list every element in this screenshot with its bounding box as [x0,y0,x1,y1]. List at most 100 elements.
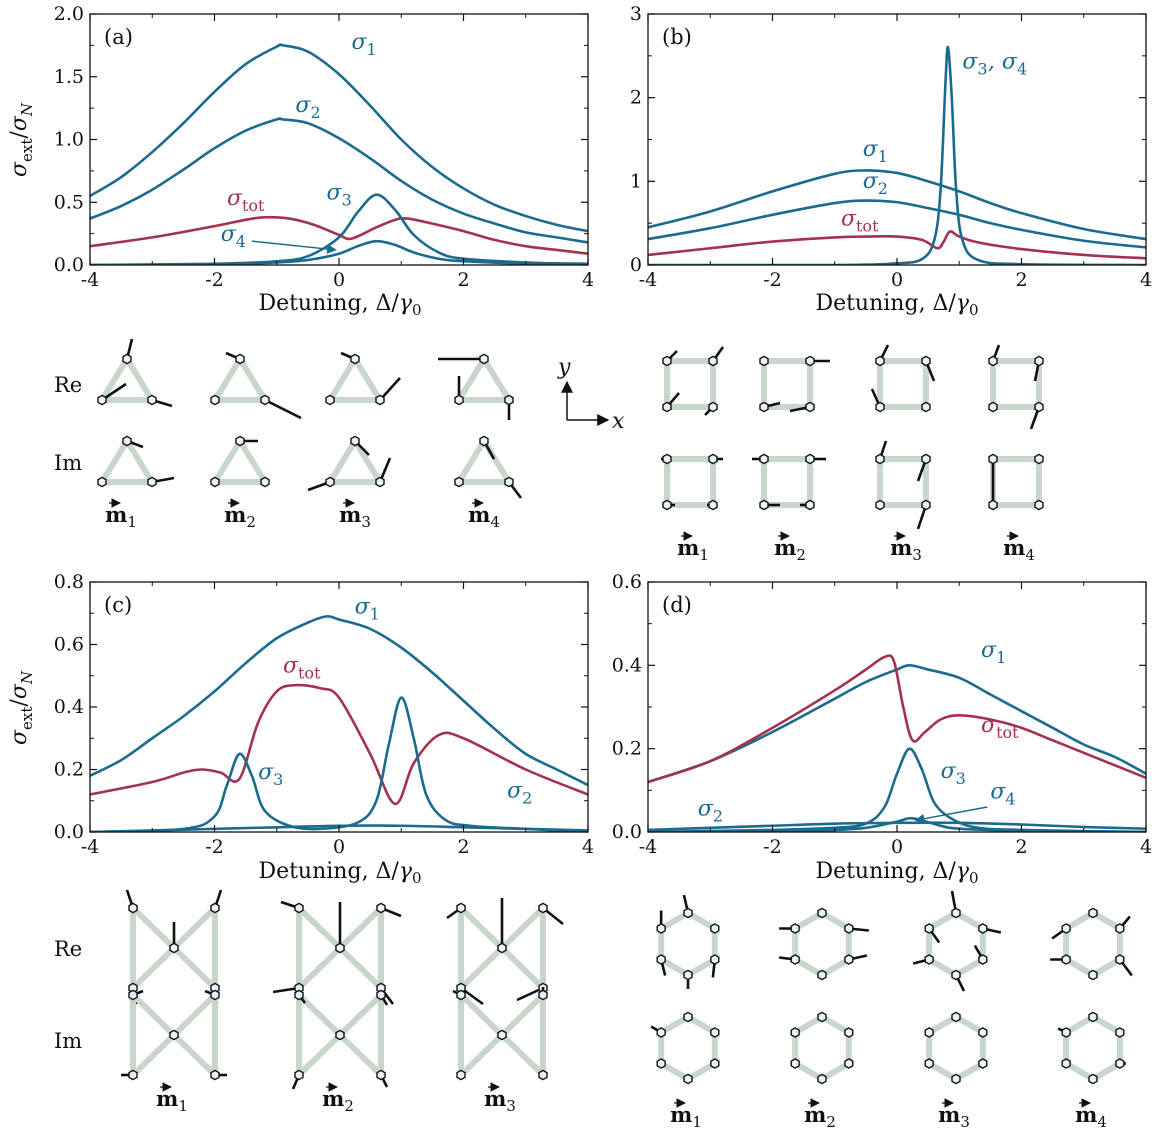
series-b-0 [648,169,1146,241]
xtick-label-b: 4 [1140,269,1152,291]
x-axis-label-b: Detuning, Δ/γ0 [815,291,978,319]
mode-a-re-4 [438,353,514,420]
series-c-0 [90,614,588,787]
mode-c-im-2 [291,989,389,1090]
series-label-a-2: σtot [227,186,265,215]
mode-b-im-1 [661,453,723,511]
ytick-label-b: 0 [630,254,642,276]
mode-label-c-2: m2 [322,1086,354,1115]
sigma4-pointer-a [251,240,337,254]
mode-d-re-2 [778,907,869,981]
xtick-label-d: -4 [639,836,658,858]
mode-c-re-2 [272,900,402,1005]
xtick-label-a: -4 [81,269,100,291]
xtick-label-d: 2 [1015,836,1027,858]
series-label-d-2: σ3 [941,759,966,788]
panel-label-c: (c) [104,593,132,617]
series-b-1 [648,199,1146,249]
series-a-2 [90,215,588,255]
xtick-label-d: 4 [1140,836,1152,858]
series-label-d-1: σtot [981,713,1019,742]
ytick-label-d: 0.0 [612,821,642,843]
mode-label-b-3: m3 [890,535,922,564]
panel-c: 0.0 0.2 0.4 0.6 0.8 -4 -2 0 2 4 (c) σ1 σtot σ3 σ2 [54,571,594,858]
panel-label-d: (d) [662,593,692,617]
mode-c-im-3 [452,987,548,1081]
ytick-label-a: 0.0 [54,254,84,276]
series-label-d-4: σ2 [698,796,723,825]
xtick-label-b: 2 [1015,269,1027,291]
mode-b-im-2 [752,453,826,511]
series-label-c-1: σtot [283,654,321,683]
mode-label-a-2: m2 [224,502,256,531]
mode-label-d-2: m2 [804,1102,836,1131]
panel-d: 0.0 0.2 0.4 0.6 -4 -2 0 2 4 (d) σ1 σtot σ3 σ4 σ2 [612,571,1152,858]
ytick-label-d: 0.4 [612,654,642,676]
mode-c-re-3 [446,898,564,1006]
xtick-label-c: -2 [205,836,224,858]
mode-a-re-2 [210,351,302,420]
xtick-label-b: 0 [891,269,903,291]
series-label-b-1: σ2 [863,169,888,198]
series-label-a-0: σ1 [351,30,376,59]
ytick-label-c: 0.4 [54,696,84,718]
xtick-label-c: 4 [582,836,594,858]
mode-d-re-4 [1050,907,1133,981]
row-label-im-a: Im [54,451,82,475]
panel-label-a: (a) [104,25,133,49]
mode-label-a-3: m3 [339,502,371,531]
ytick-label-c: 0.2 [54,759,84,781]
mode-d-im-4 [1057,1011,1126,1085]
series-b-3 [648,45,1146,265]
mode-d-re-3 [912,890,1002,992]
xtick-label-c: 0 [333,836,345,858]
series-label-d-0: σ1 [981,638,1006,667]
xtick-label-a: 0 [333,269,345,291]
mode-a-im-1 [97,435,175,488]
row-label-re-c: Re [54,937,82,961]
ytick-label-c: 0.6 [54,634,84,656]
xtick-label-c: -4 [81,836,100,858]
panel-b: 0 1 2 3 -4 -2 0 2 4 (b) σ1 σ2 σtot σ3 , σ4 [630,3,1152,291]
series-label-a-1: σ2 [295,93,320,122]
mode-d-im-2 [790,1011,854,1085]
series-a-1 [90,117,588,244]
ytick-label-b: 1 [630,170,642,192]
mode-label-a-1: m1 [105,502,137,531]
x-axis-label-a: Detuning, Δ/γ0 [258,291,421,319]
ytick-label-c: 0.0 [54,821,84,843]
mode-label-d-1: m1 [670,1102,702,1131]
y-axis-label-a: σext/σN [7,102,36,177]
series-label-a-4: σ4 [221,222,246,251]
xtick-label-d: 0 [891,836,903,858]
mode-d-re-1 [656,894,720,989]
series-d-0 [648,664,1146,784]
mode-label-c-1: m1 [156,1086,188,1115]
mode-label-d-3: m3 [938,1102,970,1131]
x-axis-label-c: Detuning, Δ/γ0 [258,859,421,887]
mode-b-re-3 [870,344,936,413]
ytick-label-a: 0.5 [54,191,84,213]
mode-c-im-1 [121,989,227,1081]
ytick-label-a: 2.0 [54,3,84,25]
xtick-label-b: -4 [639,269,658,291]
ytick-label-a: 1.0 [54,129,84,151]
row-label-im-c: Im [54,1029,82,1053]
ytick-label-d: 0.6 [612,571,642,593]
ytick-label-b: 2 [630,87,642,109]
plot-frame-d [647,581,1147,833]
series-label-b-3: σ3 , σ4 [962,49,1027,78]
series-label-c-0: σ1 [355,594,380,623]
mode-b-im-4 [988,453,1044,511]
panel-label-b: (b) [662,25,692,49]
series-d-1 [648,654,1146,784]
mode-d-im-3 [924,1011,988,1085]
inset-y-label: y [557,355,571,380]
xtick-label-a: 2 [457,269,469,291]
mode-c-re-1 [125,889,223,1005]
mode-a-re-1 [97,338,173,408]
mode-b-re-2 [759,355,830,413]
mode-label-b-2: m2 [774,535,806,564]
mode-b-re-1 [662,346,725,416]
